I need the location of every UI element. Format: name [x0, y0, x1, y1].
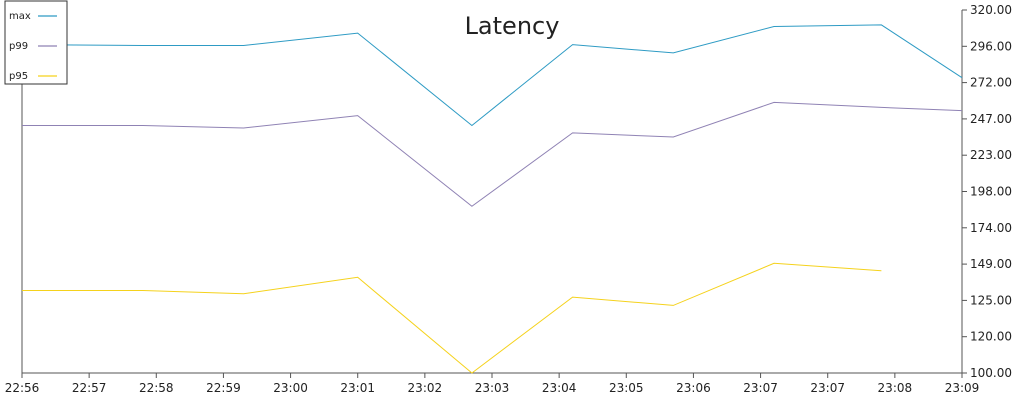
y-tick-label: 125.00 — [970, 293, 1012, 307]
series-line-p99 — [22, 101, 963, 207]
y-tick-label: 198.00 — [970, 185, 1012, 199]
chart-title: Latency — [465, 12, 560, 40]
y-tick-label: 296.00 — [970, 39, 1012, 53]
x-tick-label: 22:58 — [139, 381, 174, 395]
series-group — [21, 24, 963, 374]
x-tick-label: 22:56 — [5, 381, 40, 395]
x-tick-label: 23:00 — [273, 381, 308, 395]
y-tick-label: 272.00 — [970, 76, 1012, 90]
y-tick-label: 247.00 — [970, 112, 1012, 126]
legend-box — [4, 0, 68, 85]
y-axis: 320.00 296.00 272.00 247.00 223.00 198.00 174.… — [962, 3, 1012, 380]
x-tick-label: 23:02 — [408, 381, 443, 395]
legend[interactable]: max p99 p95 — [4, 0, 68, 85]
x-tick-label: 23:07 — [743, 381, 778, 395]
x-tick-label: 23:07 — [810, 381, 845, 395]
y-tick-label: 100.00 — [970, 366, 1012, 380]
x-tick-label: 23:08 — [878, 381, 913, 395]
y-tick-label: 149.00 — [970, 257, 1012, 271]
y-tick-label: 174.00 — [970, 221, 1012, 235]
x-tick-label: 23:09 — [945, 381, 980, 395]
x-tick-label: 23:06 — [676, 381, 711, 395]
legend-label-max[interactable]: max — [9, 11, 31, 22]
series-line-max — [21, 24, 963, 127]
x-tick-label: 23:03 — [475, 381, 510, 395]
series-line-p95 — [22, 262, 882, 374]
x-axis: 22:56 22:57 22:58 22:59 23:00 23:01 23:02 23:03… — [5, 373, 980, 395]
y-tick-label: 223.00 — [970, 148, 1012, 162]
x-tick-label: 23:01 — [340, 381, 375, 395]
x-tick-label: 22:59 — [206, 381, 241, 395]
y-tick-label: 120.00 — [970, 330, 1012, 344]
x-tick-label: 23:04 — [542, 381, 577, 395]
legend-label-p99[interactable]: p99 — [9, 41, 28, 52]
y-tick-label: 320.00 — [970, 3, 1012, 17]
x-tick-label: 22:57 — [72, 381, 107, 395]
legend-label-p95[interactable]: p95 — [9, 71, 28, 82]
x-tick-label: 23:05 — [609, 381, 644, 395]
